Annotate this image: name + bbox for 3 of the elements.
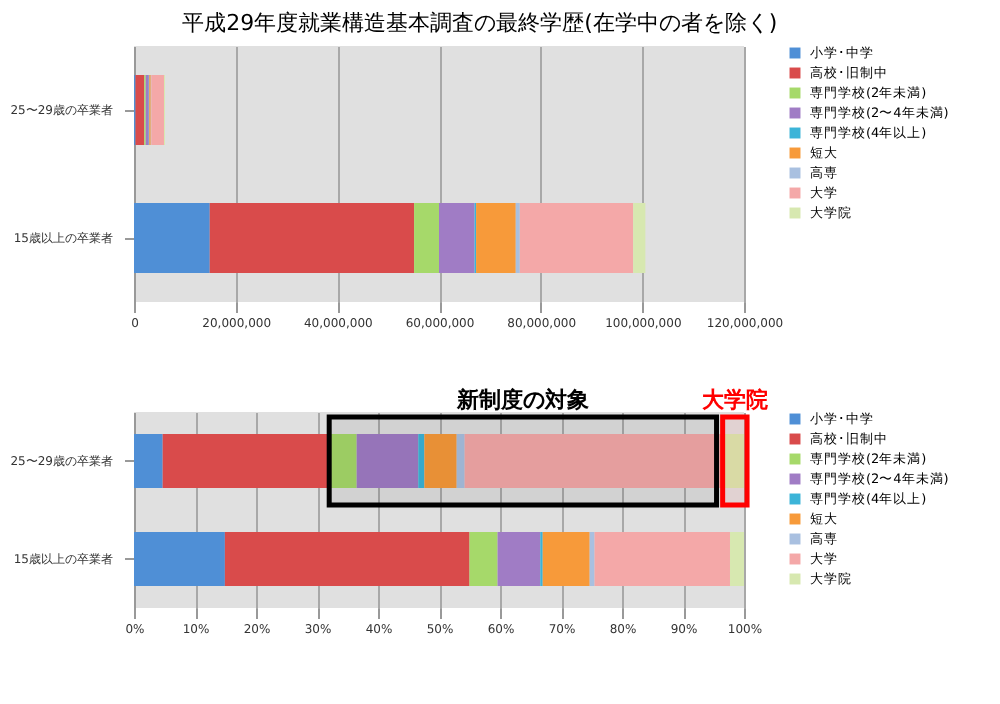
band-label: 大学院 <box>701 387 768 413</box>
chart-title: 平成29年度就業構造基本調査の最終学歴(在学中の者を除く) <box>182 10 778 36</box>
band-label: 新制度の対象 <box>454 387 589 413</box>
